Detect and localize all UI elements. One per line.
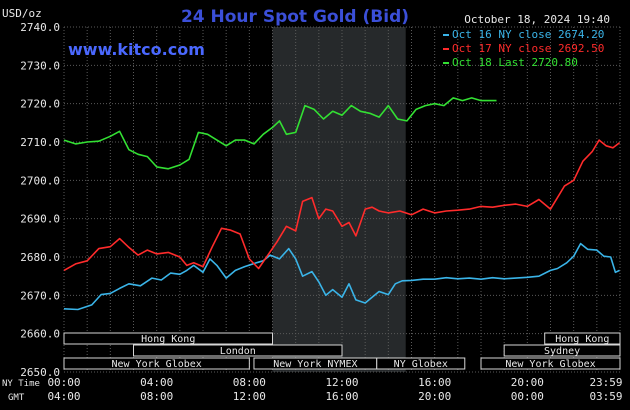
y-tick-label: 2680.0 — [20, 251, 60, 264]
session-label: New York Globex — [112, 359, 202, 370]
brand-watermark: www.kitco.com — [68, 40, 205, 59]
session-label: NY Globex — [394, 359, 448, 370]
y-axis-label: USD/oz — [2, 7, 42, 20]
session-bar — [63, 357, 250, 370]
trading-sessions: Hong Kong Hong Kong London Sydney New York G… — [63, 332, 621, 370]
session-label: New York Globex — [505, 359, 595, 370]
y-tick-label: 2670.0 — [20, 289, 60, 302]
x-tick-label-ny: 00:00 — [47, 376, 80, 389]
session-label: Hong Kong — [555, 334, 609, 345]
x-tick-label-ny: 20:00 — [511, 376, 544, 389]
x-tick-label-gmt: 04:00 — [47, 390, 80, 403]
x-tick-label-gmt: 00:00 — [511, 390, 544, 403]
shaded-region — [272, 27, 406, 372]
series-line-1 — [63, 242, 620, 311]
chart-title: 24 Hour Spot Gold (Bid) — [181, 7, 409, 27]
legend-entry: Oct 17 NY close 2692.50 — [452, 42, 604, 55]
series-line-3 — [63, 97, 497, 170]
y-tick-label: 2730.0 — [20, 59, 60, 72]
x-tick-label-ny: 08:00 — [233, 376, 266, 389]
y-axis-ticks: 2740.0 2730.0 2720.0 2710.0 2700.0 2690.0 2680… — [20, 21, 60, 379]
session-label: Hong Kong — [141, 334, 195, 345]
y-tick-label: 2650.0 — [20, 366, 60, 379]
legend-entry: Oct 16 NY close 2674.20 — [452, 28, 604, 41]
y-tick-label: 2720.0 — [20, 98, 60, 111]
x-axis-label-ny: NY Time — [2, 379, 40, 389]
x-tick-label-gmt: 20:00 — [418, 390, 451, 403]
series-line-2 — [63, 139, 620, 272]
chart-timestamp: October 18, 2024 19:40 — [464, 13, 610, 26]
session-label: London — [220, 346, 256, 357]
series-lines — [63, 97, 620, 311]
y-tick-label: 2690.0 — [20, 213, 60, 226]
x-axis-ticks: 00:0004:0004:0008:0008:0012:0012:0016:00… — [47, 376, 622, 403]
session-label: Sydney — [544, 346, 580, 357]
session-bar — [376, 357, 466, 370]
session-label: New York NYMEX — [273, 359, 357, 370]
y-tick-label: 2700.0 — [20, 174, 60, 187]
x-axis-label-gmt: GMT — [8, 393, 25, 403]
x-tick-label-gmt: 08:00 — [140, 390, 173, 403]
grid-lines — [63, 26, 621, 373]
session-bar — [133, 344, 343, 357]
x-tick-label-gmt: 16:00 — [325, 390, 358, 403]
x-tick-label-ny: 04:00 — [140, 376, 173, 389]
x-tick-label-ny: 23:59 — [589, 376, 622, 389]
x-tick-label-gmt: 03:59 — [589, 390, 622, 403]
session-bar — [63, 332, 273, 345]
session-bar — [544, 332, 621, 345]
session-bar — [480, 357, 621, 370]
x-tick-label-ny: 12:00 — [325, 376, 358, 389]
y-tick-label: 2710.0 — [20, 136, 60, 149]
x-tick-label-gmt: 12:00 — [233, 390, 266, 403]
y-tick-label: 2740.0 — [20, 21, 60, 34]
legend-entry: Oct 18 Last 2720.80 — [452, 56, 578, 69]
y-tick-label: 2660.0 — [20, 328, 60, 341]
session-bar — [503, 344, 621, 357]
x-tick-label-ny: 16:00 — [418, 376, 451, 389]
